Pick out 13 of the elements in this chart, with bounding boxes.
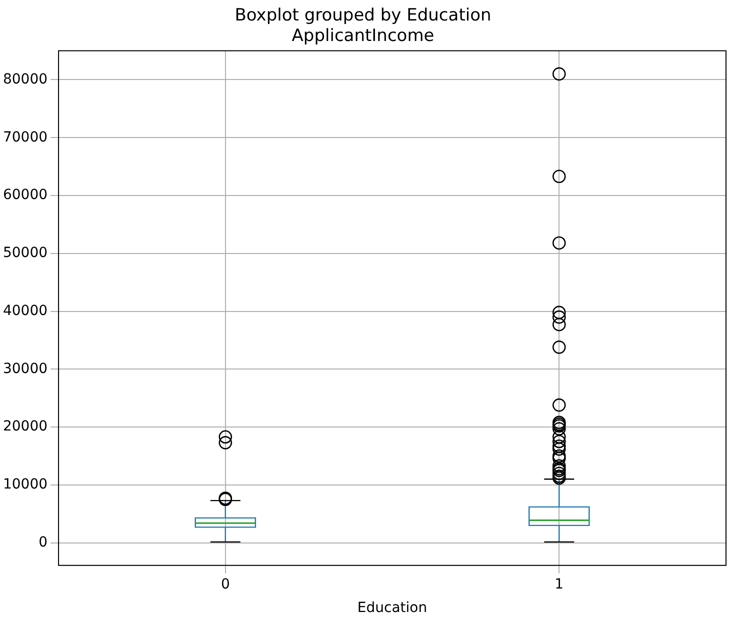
y-tick-label: 30000 — [2, 360, 48, 377]
chart-subtitle: ApplicantIncome — [292, 26, 434, 46]
y-tick-label: 40000 — [2, 302, 48, 319]
x-tick-label: 1 — [554, 576, 564, 592]
y-tick-label: 10000 — [2, 476, 48, 493]
y-tick-label: 20000 — [2, 418, 48, 435]
x-axis-title: Education — [357, 600, 428, 616]
y-tick-label: 50000 — [2, 245, 48, 262]
y-tick-label: 0 — [38, 534, 48, 550]
y-tick-label: 70000 — [2, 129, 48, 146]
y-tick-label: 60000 — [2, 187, 48, 204]
y-tick-label: 80000 — [2, 71, 48, 88]
chart-title: Boxplot grouped by Education — [234, 6, 492, 26]
